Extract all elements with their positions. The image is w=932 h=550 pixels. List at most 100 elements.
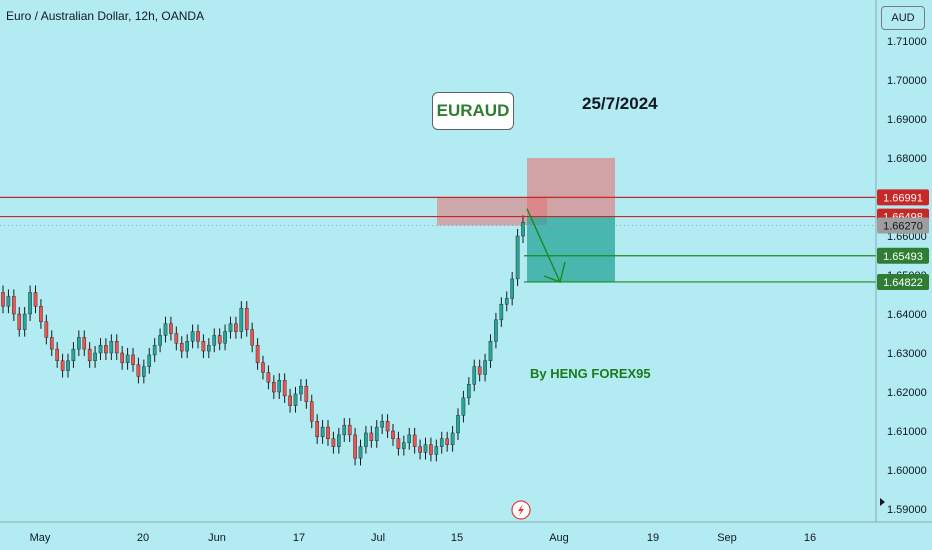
candle bbox=[244, 301, 249, 337]
candle-body bbox=[109, 341, 114, 354]
candle-body bbox=[77, 337, 81, 350]
candle bbox=[477, 359, 482, 382]
author-credit: By HENG FOREX95 bbox=[530, 366, 651, 381]
candle bbox=[250, 322, 254, 353]
candle bbox=[39, 299, 43, 329]
axis-scroll-marker-icon bbox=[880, 498, 885, 506]
candle bbox=[293, 386, 298, 413]
candle bbox=[239, 301, 244, 339]
time-tick-label: 19 bbox=[647, 532, 659, 544]
time-tick-label: Jul bbox=[371, 532, 385, 544]
candle bbox=[93, 345, 97, 368]
candle-body bbox=[44, 321, 49, 338]
candle bbox=[504, 291, 509, 312]
candle-body bbox=[158, 335, 162, 346]
candle-body bbox=[277, 380, 282, 393]
candle bbox=[461, 390, 466, 423]
date-label: 25/7/2024 bbox=[582, 94, 658, 113]
candle bbox=[104, 338, 108, 361]
candle-body bbox=[288, 395, 292, 406]
candle-body bbox=[49, 337, 54, 350]
candle-body bbox=[477, 366, 482, 375]
candle-body bbox=[272, 382, 276, 393]
candle bbox=[179, 336, 184, 359]
candle bbox=[445, 431, 449, 452]
candle bbox=[358, 439, 363, 466]
candle-body bbox=[488, 341, 493, 361]
candle bbox=[467, 377, 471, 405]
candle bbox=[185, 334, 189, 359]
candle-body bbox=[434, 446, 439, 455]
candle bbox=[77, 330, 81, 357]
candle-body bbox=[207, 345, 211, 352]
price-label-box bbox=[877, 247, 929, 264]
price-tick-label: 1.61000 bbox=[887, 426, 927, 438]
candle bbox=[234, 316, 238, 339]
candle-body bbox=[82, 337, 87, 350]
candle bbox=[418, 439, 422, 460]
time-tick-label: Aug bbox=[549, 532, 569, 544]
price-tick-label: 1.69000 bbox=[887, 114, 927, 126]
lightning-icon[interactable] bbox=[511, 500, 531, 520]
candle-body bbox=[309, 401, 314, 422]
candle bbox=[510, 271, 514, 306]
currency-selector[interactable]: AUD bbox=[881, 6, 925, 30]
price-label-box bbox=[877, 273, 929, 290]
arrow-shaft bbox=[526, 208, 561, 283]
candle bbox=[374, 420, 379, 448]
time-tick-label: 15 bbox=[451, 532, 463, 544]
time-tick-label: 16 bbox=[804, 532, 816, 544]
candle bbox=[342, 418, 347, 442]
candle bbox=[304, 379, 309, 409]
candle bbox=[125, 347, 130, 370]
candle bbox=[412, 427, 417, 454]
candle-body bbox=[380, 421, 384, 428]
candle bbox=[483, 353, 487, 382]
candle bbox=[423, 437, 428, 460]
candle-body bbox=[402, 442, 406, 449]
candle-body bbox=[55, 348, 59, 362]
candle bbox=[1, 285, 5, 314]
candle-body bbox=[22, 313, 27, 330]
candle-body bbox=[499, 304, 504, 321]
candle bbox=[207, 338, 211, 359]
candle bbox=[131, 347, 135, 372]
price-axis[interactable]: 1.710001.700001.690001.680001.660001.650… bbox=[887, 36, 927, 516]
candle-body bbox=[385, 421, 390, 432]
candle bbox=[17, 306, 22, 337]
candle-body bbox=[125, 354, 130, 363]
price-label-text: 1.64822 bbox=[883, 277, 923, 289]
candle-body bbox=[353, 434, 357, 459]
candle-body bbox=[369, 432, 374, 441]
candle-body bbox=[93, 352, 97, 361]
candle bbox=[217, 328, 222, 351]
candle bbox=[456, 408, 460, 440]
candle bbox=[82, 330, 87, 357]
candle-body bbox=[142, 366, 146, 377]
candle bbox=[288, 388, 292, 413]
price-tick-label: 1.59000 bbox=[887, 504, 927, 516]
candle-body bbox=[71, 348, 76, 362]
candle bbox=[201, 334, 206, 359]
candle bbox=[521, 215, 525, 244]
time-tick-label: 20 bbox=[137, 532, 149, 544]
candle-body bbox=[450, 432, 455, 445]
target-zone bbox=[527, 216, 615, 283]
candle-body bbox=[223, 331, 227, 344]
price-label-text: 1.66991 bbox=[883, 192, 923, 204]
candle-body bbox=[261, 362, 265, 373]
candle-body bbox=[147, 354, 152, 367]
candle-body bbox=[429, 444, 433, 455]
price-tick-label: 1.66000 bbox=[887, 231, 927, 243]
candle bbox=[353, 427, 357, 466]
candle bbox=[136, 357, 141, 384]
time-axis[interactable]: May 20 Jun 17 Jul 15 Aug 19 Sep 16 bbox=[30, 532, 817, 544]
candle bbox=[407, 427, 412, 450]
candle-body bbox=[6, 296, 11, 307]
candle-body bbox=[120, 352, 124, 363]
price-tick-label: 1.71000 bbox=[887, 36, 927, 48]
candle bbox=[169, 316, 173, 341]
candle bbox=[28, 285, 32, 322]
